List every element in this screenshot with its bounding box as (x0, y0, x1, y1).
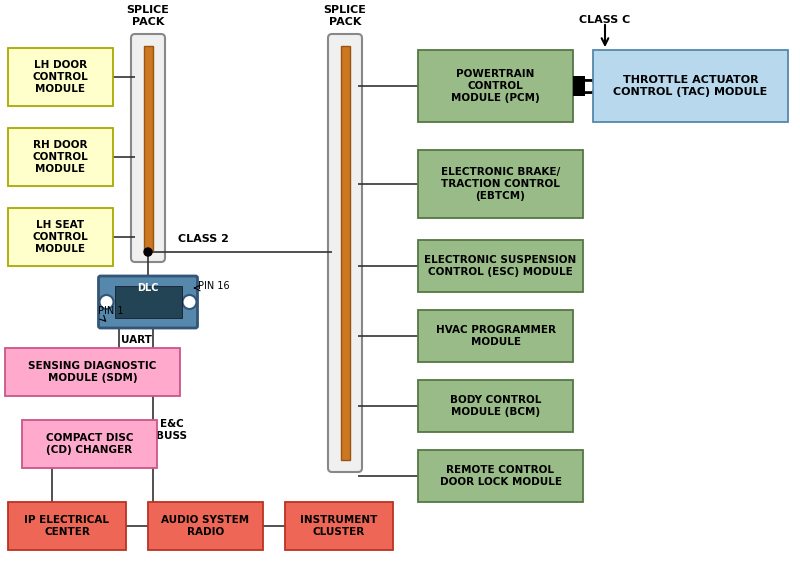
Bar (418, 310, 573, 362)
Text: ELECTRONIC SUSPENSION
CONTROL (ESC) MODULE: ELECTRONIC SUSPENSION CONTROL (ESC) MODU… (424, 255, 577, 277)
Text: E&C
BUSS: E&C BUSS (156, 419, 187, 441)
Bar (285, 502, 393, 550)
Bar (573, 76, 585, 96)
Text: PIN 16: PIN 16 (198, 281, 229, 291)
Bar (8, 208, 113, 266)
Text: SPLICE
PACK: SPLICE PACK (126, 5, 170, 26)
FancyBboxPatch shape (98, 276, 198, 328)
Text: ELECTRONIC BRAKE/
TRACTION CONTROL
(EBTCM): ELECTRONIC BRAKE/ TRACTION CONTROL (EBTC… (441, 167, 560, 201)
Text: AUDIO SYSTEM
RADIO: AUDIO SYSTEM RADIO (162, 515, 250, 537)
Bar (22, 420, 157, 468)
Text: SPLICE
PACK: SPLICE PACK (323, 5, 366, 26)
Text: LH DOOR
CONTROL
MODULE: LH DOOR CONTROL MODULE (33, 60, 88, 94)
Bar (418, 150, 583, 218)
Text: BODY CONTROL
MODULE (BCM): BODY CONTROL MODULE (BCM) (450, 395, 541, 417)
Text: INSTRUMENT
CLUSTER: INSTRUMENT CLUSTER (300, 515, 378, 537)
FancyBboxPatch shape (131, 34, 165, 262)
Text: COMPACT DISC
(CD) CHANGER: COMPACT DISC (CD) CHANGER (46, 433, 134, 455)
Text: DLC: DLC (138, 283, 158, 293)
Bar (418, 50, 573, 122)
Bar (8, 48, 113, 106)
Bar (5, 348, 180, 396)
Bar (148, 502, 263, 550)
Bar (114, 286, 182, 318)
Text: REMOTE CONTROL
DOOR LOCK MODULE: REMOTE CONTROL DOOR LOCK MODULE (439, 465, 562, 487)
Text: LH SEAT
CONTROL
MODULE: LH SEAT CONTROL MODULE (33, 221, 88, 254)
Bar (341, 46, 350, 460)
Text: UART: UART (121, 335, 151, 345)
Bar (418, 380, 573, 432)
Bar (8, 128, 113, 186)
Text: RH DOOR
CONTROL
MODULE: RH DOOR CONTROL MODULE (33, 140, 88, 174)
Bar (8, 502, 126, 550)
Text: PIN 1: PIN 1 (98, 306, 124, 316)
Text: CLASS 2: CLASS 2 (178, 234, 229, 244)
Text: HVAC PROGRAMMER
MODULE: HVAC PROGRAMMER MODULE (435, 325, 555, 347)
Text: THROTTLE ACTUATOR
CONTROL (TAC) MODULE: THROTTLE ACTUATOR CONTROL (TAC) MODULE (614, 75, 768, 97)
Bar (418, 240, 583, 292)
Circle shape (144, 248, 152, 256)
Bar (143, 46, 153, 250)
Text: POWERTRAIN
CONTROL
MODULE (PCM): POWERTRAIN CONTROL MODULE (PCM) (451, 70, 540, 102)
Bar (593, 50, 788, 122)
Circle shape (182, 295, 197, 309)
Circle shape (99, 295, 114, 309)
Text: CLASS C: CLASS C (579, 15, 630, 25)
Text: SENSING DIAGNOSTIC
MODULE (SDM): SENSING DIAGNOSTIC MODULE (SDM) (28, 361, 157, 383)
FancyBboxPatch shape (328, 34, 362, 472)
Bar (418, 450, 583, 502)
Text: IP ELECTRICAL
CENTER: IP ELECTRICAL CENTER (25, 515, 110, 537)
